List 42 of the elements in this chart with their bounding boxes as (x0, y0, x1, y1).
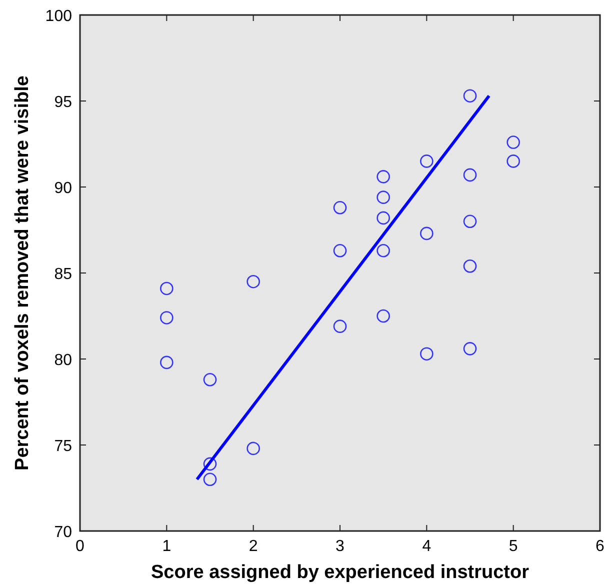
point (463, 214, 477, 228)
point (420, 226, 434, 240)
point (463, 168, 477, 182)
point (246, 274, 260, 288)
point (333, 200, 347, 214)
y-tick-label: 90 (54, 180, 72, 197)
x-tick-label: 4 (422, 538, 432, 555)
point (203, 457, 217, 471)
point (420, 154, 434, 168)
y-tick-label: 80 (54, 352, 72, 369)
point (333, 244, 347, 258)
point (246, 442, 260, 456)
point (420, 347, 434, 360)
point (463, 89, 477, 102)
x-tick-label: 3 (336, 538, 345, 555)
point (333, 320, 347, 333)
y-tick-label: 70 (54, 524, 72, 541)
point (463, 342, 477, 356)
point (463, 259, 477, 273)
point (376, 309, 390, 323)
y-tick-label: 100 (45, 8, 72, 25)
y-tick-label: 85 (54, 266, 72, 283)
point (160, 356, 174, 370)
x-tick-label: 1 (162, 538, 172, 555)
point (506, 154, 520, 168)
x-tick-label: 6 (596, 538, 605, 555)
point (376, 190, 390, 204)
y-tick-label: 75 (54, 438, 72, 455)
point (506, 136, 520, 149)
point (203, 472, 217, 486)
point (160, 311, 174, 324)
x-tick-label: 0 (76, 538, 85, 555)
y-tick-label: 95 (54, 94, 72, 111)
point (203, 372, 217, 386)
point (160, 282, 174, 296)
point (376, 244, 390, 258)
point (376, 170, 390, 184)
x-tick-label: 2 (248, 538, 258, 555)
x-tick-label: 5 (508, 538, 518, 555)
x-axis-title: Score assigned by experienced instructor (150, 562, 530, 583)
y-axis-title: Percent of voxels removed that were visible (12, 76, 33, 470)
point (376, 211, 390, 225)
